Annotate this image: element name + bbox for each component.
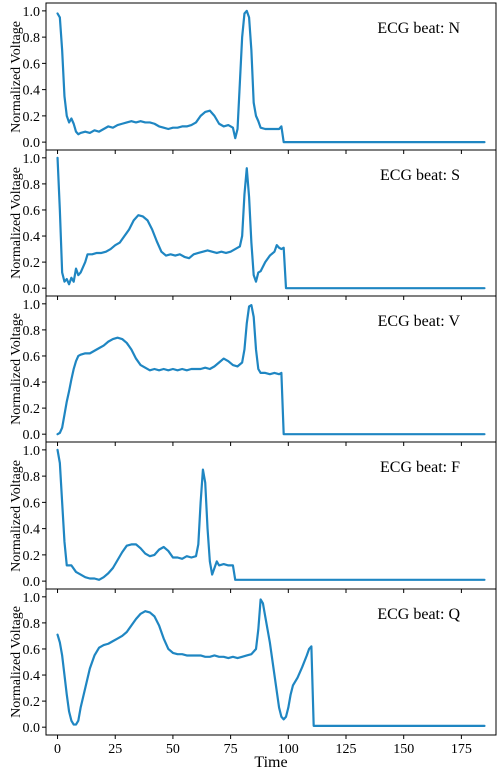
y-tick-label-1-0.2: 0.2 (23, 110, 41, 125)
y-tick-label-2-0: 0.0 (23, 282, 41, 297)
y-tick-label-3-0.6: 0.6 (23, 350, 41, 365)
beat-label-5: ECG beat: Q (377, 606, 460, 623)
x-tick-label-75: 75 (224, 742, 238, 757)
beat-label-3: ECG beat: V (378, 313, 461, 330)
y-tick-label-2-0.4: 0.4 (23, 230, 41, 245)
y-axis-label-2: Normalized Voltage (9, 167, 24, 279)
ecg-series-line-4 (56, 448, 486, 581)
y-tick-label-2-0.8: 0.8 (23, 178, 41, 193)
y-tick-label-5-1: 1.0 (23, 591, 41, 606)
y-tick-label-3-0.4: 0.4 (23, 376, 41, 391)
y-tick-label-3-0.2: 0.2 (23, 402, 41, 417)
y-tick-label-1-0.6: 0.6 (23, 57, 41, 72)
x-tick-label-50: 50 (166, 742, 180, 757)
y-tick-label-3-0.8: 0.8 (23, 324, 41, 339)
y-tick-label-2-0.2: 0.2 (23, 256, 41, 271)
y-tick-label-3-1: 1.0 (23, 298, 41, 313)
x-axis-label: Time (254, 754, 287, 771)
y-tick-label-4-0.6: 0.6 (23, 496, 41, 511)
y-tick-label-4-0.2: 0.2 (23, 549, 41, 564)
x-tick-label-25: 25 (108, 742, 122, 757)
panels-group: 0.0 0.2 0.4 0.6 0.8 1.0 ECG beat: N 0.0 0.2 0.4 0.… (23, 2, 497, 757)
beat-label-1: ECG beat: N (377, 20, 460, 37)
y-tick-label-5-0.8: 0.8 (23, 617, 41, 632)
x-tick-label-125: 125 (336, 742, 357, 757)
x-tick-label-150: 150 (393, 742, 414, 757)
y-axis-label-5: Normalized Voltage (9, 606, 24, 718)
ecg-series-line-2 (56, 156, 486, 290)
y-tick-label-4-0.4: 0.4 (23, 523, 41, 538)
y-tick-label-4-0: 0.0 (23, 575, 41, 590)
beat-label-2: ECG beat: S (380, 167, 460, 184)
y-tick-label-2-1: 1.0 (23, 152, 41, 167)
y-axis-label-1: Normalized Voltage (9, 21, 24, 133)
y-tick-label-1-1: 1.0 (23, 5, 41, 20)
x-tick-label-0: 0 (54, 742, 61, 757)
beat-label-4: ECG beat: F (380, 459, 460, 476)
y-tick-label-3-0: 0.0 (23, 428, 41, 443)
y-axis-label-3: Normalized Voltage (9, 313, 24, 425)
y-tick-label-1-0: 0.0 (23, 136, 41, 151)
y-tick-label-5-0.2: 0.2 (23, 695, 41, 710)
y-tick-label-2-0.6: 0.6 (23, 204, 41, 219)
ecg-series-line-3 (56, 304, 486, 436)
ecg-series-line-1 (56, 9, 486, 144)
y-tick-label-4-1: 1.0 (23, 444, 41, 459)
panel-frame-5 (45, 588, 497, 736)
y-tick-label-5-0.4: 0.4 (23, 669, 41, 684)
y-tick-label-4-0.8: 0.8 (23, 470, 41, 485)
x-tick-label-100: 100 (278, 742, 299, 757)
y-tick-label-5-0.6: 0.6 (23, 643, 41, 658)
x-tick-label-175: 175 (451, 742, 472, 757)
y-axis-label-4: Normalized Voltage (9, 460, 24, 572)
ecg-series-line-5 (56, 598, 486, 727)
y-tick-label-1-0.4: 0.4 (23, 84, 41, 99)
y-tick-label-5-0: 0.0 (23, 721, 41, 736)
y-tick-label-1-0.8: 0.8 (23, 31, 41, 46)
